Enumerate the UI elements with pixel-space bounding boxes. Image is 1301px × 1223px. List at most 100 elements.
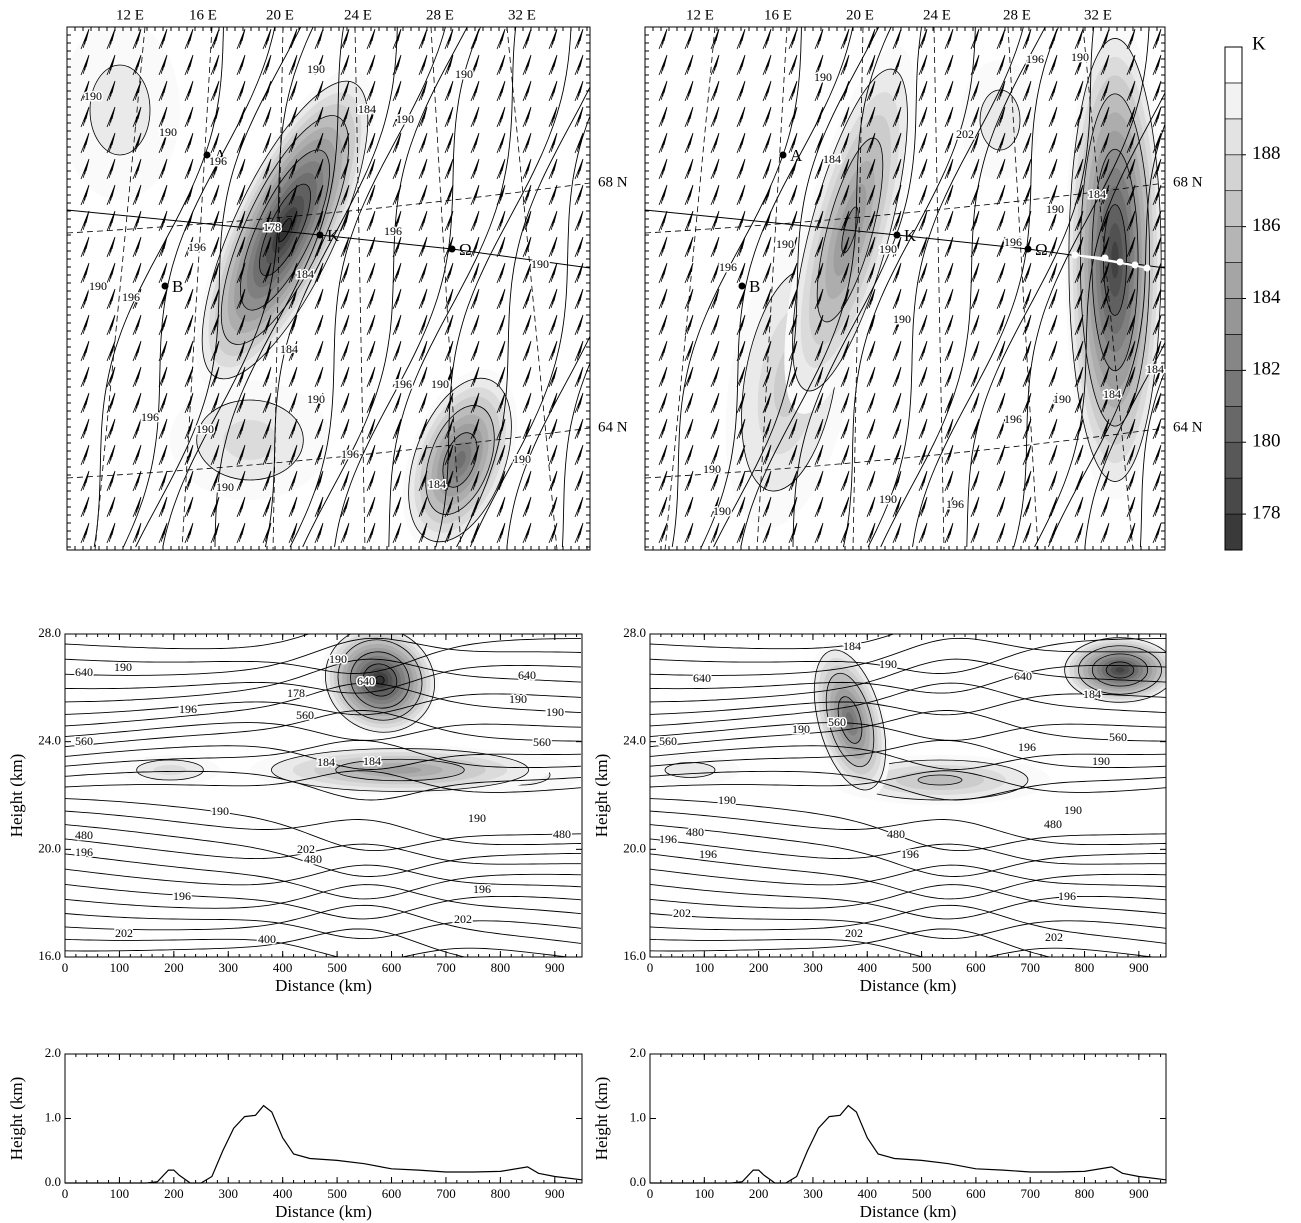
contour-line xyxy=(650,938,1156,957)
contour-label: 190 xyxy=(792,722,810,736)
wind-barb xyxy=(314,470,324,492)
wind-barb xyxy=(892,158,902,180)
wind-barb xyxy=(236,132,246,154)
contour-line xyxy=(65,745,582,770)
wind-barb xyxy=(184,158,194,180)
wind-barb xyxy=(366,470,376,492)
longitude-label: 28 E xyxy=(426,7,454,23)
wind-barb xyxy=(574,366,584,388)
wind-barb xyxy=(262,418,272,440)
wind-barb xyxy=(522,288,532,310)
colorbar-label: 188 xyxy=(1252,143,1281,164)
contour-line xyxy=(65,710,582,748)
latitude-label: 64 N xyxy=(598,419,628,435)
contour-label: 190 xyxy=(718,793,736,807)
contour-label: 560 xyxy=(296,708,314,722)
x-tick-label: 500 xyxy=(327,1186,347,1201)
wind-barb xyxy=(788,314,798,336)
wind-barb xyxy=(762,210,772,232)
wind-barb xyxy=(132,262,142,284)
contour-label: 640 xyxy=(357,674,375,688)
wind-barb xyxy=(418,262,428,284)
wind-barb xyxy=(1100,262,1110,284)
wind-barb xyxy=(314,522,324,544)
wind-barb xyxy=(444,106,454,128)
wind-barb xyxy=(866,470,876,492)
wind-barb xyxy=(840,418,850,440)
contour-line xyxy=(650,904,1166,944)
wind-barb xyxy=(1074,470,1084,492)
wind-barb xyxy=(418,418,428,440)
wind-barb xyxy=(970,132,980,154)
wind-barb xyxy=(132,132,142,154)
wind-barb xyxy=(470,210,480,232)
wind-barb xyxy=(1022,444,1032,466)
contour-label: 400 xyxy=(258,932,276,946)
contour-line xyxy=(880,27,1046,548)
longitude-line xyxy=(94,27,146,550)
y-axis-label: Height (km) xyxy=(592,1077,611,1161)
wind-barb xyxy=(366,522,376,544)
wind-barb xyxy=(418,496,428,518)
contour-label: 184 xyxy=(358,102,376,116)
contour-line xyxy=(65,637,582,676)
wind-barb xyxy=(1126,522,1136,544)
wind-barb xyxy=(470,288,480,310)
wind-barb xyxy=(658,210,668,232)
wind-barb xyxy=(710,158,720,180)
wind-barb xyxy=(684,522,694,544)
wind-barb xyxy=(1048,28,1058,50)
contour-label: 196 xyxy=(1058,889,1076,903)
wind-barb xyxy=(184,132,194,154)
wind-barb xyxy=(1022,470,1032,492)
station-point xyxy=(738,282,746,290)
wind-barb xyxy=(918,210,928,232)
wind-barb xyxy=(1048,80,1058,102)
contour-line xyxy=(65,824,581,877)
wind-barb xyxy=(866,184,876,206)
contour-label: 560 xyxy=(75,734,93,748)
wind-barb xyxy=(80,132,90,154)
wind-barb xyxy=(444,314,454,336)
wind-barb xyxy=(496,158,506,180)
contour-label: 190 xyxy=(776,237,794,251)
wind-barb xyxy=(1022,210,1032,232)
wind-barb xyxy=(996,262,1006,284)
y-tick-label: 1.0 xyxy=(45,1109,61,1124)
wind-barb xyxy=(892,392,902,414)
wind-barb xyxy=(496,236,506,258)
wind-barb xyxy=(892,106,902,128)
contour-label: 190 xyxy=(879,657,897,671)
wind-barb xyxy=(970,340,980,362)
contour-label: 190 xyxy=(159,125,177,139)
wind-barb xyxy=(1152,470,1162,492)
wind-barb xyxy=(158,184,168,206)
contour-label: 560 xyxy=(1109,730,1127,744)
wind-barb xyxy=(106,444,116,466)
wind-barb xyxy=(710,184,720,206)
wind-barb xyxy=(840,444,850,466)
wind-barb xyxy=(1126,210,1136,232)
wind-barb xyxy=(418,184,428,206)
colorbar-band xyxy=(1224,441,1243,479)
wind-barb xyxy=(658,106,668,128)
wind-barb xyxy=(522,158,532,180)
wind-barb xyxy=(288,366,298,388)
wind-barb xyxy=(892,496,902,518)
wind-barb xyxy=(548,236,558,258)
wind-barb xyxy=(996,106,1006,128)
wind-barb xyxy=(736,288,746,310)
wind-barb xyxy=(106,158,116,180)
wind-barb xyxy=(444,366,454,388)
wind-barb xyxy=(418,314,428,336)
wind-barb xyxy=(314,444,324,466)
contour-label: 190 xyxy=(468,811,486,825)
wind-barb xyxy=(366,106,376,128)
wind-barb xyxy=(996,132,1006,154)
wind-barb xyxy=(944,366,954,388)
wind-barb xyxy=(710,444,720,466)
wind-barb xyxy=(184,184,194,206)
wind-barb xyxy=(1048,314,1058,336)
contour-line xyxy=(388,27,517,548)
wind-barb xyxy=(522,418,532,440)
